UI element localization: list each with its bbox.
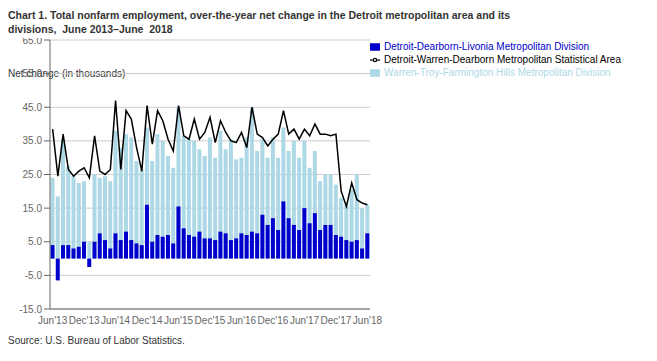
svg-text:Dec'14: Dec'14 (132, 315, 163, 326)
svg-text:Jun'15: Jun'15 (164, 315, 194, 326)
svg-text:-5.0: -5.0 (25, 270, 43, 281)
svg-text:35.0: 35.0 (23, 135, 43, 146)
svg-text:65.0: 65.0 (23, 38, 43, 46)
svg-text:15.0: 15.0 (23, 203, 43, 214)
svg-text:45.0: 45.0 (23, 102, 43, 113)
svg-text:Dec'17: Dec'17 (321, 315, 352, 326)
svg-text:Jun'17: Jun'17 (290, 315, 320, 326)
svg-text:Jun'14: Jun'14 (101, 315, 131, 326)
svg-text:Jun'18: Jun'18 (353, 315, 383, 326)
svg-text:-15.0: -15.0 (19, 304, 42, 315)
svg-text:Dec'13: Dec'13 (69, 315, 100, 326)
svg-text:Jun'16: Jun'16 (227, 315, 257, 326)
svg-text:5.0: 5.0 (28, 236, 42, 247)
svg-text:Dec'16: Dec'16 (258, 315, 289, 326)
svg-text:Jun'13: Jun'13 (38, 315, 68, 326)
svg-text:Dec'15: Dec'15 (195, 315, 226, 326)
svg-text:25.0: 25.0 (23, 169, 43, 180)
svg-text:55.0: 55.0 (23, 68, 43, 79)
